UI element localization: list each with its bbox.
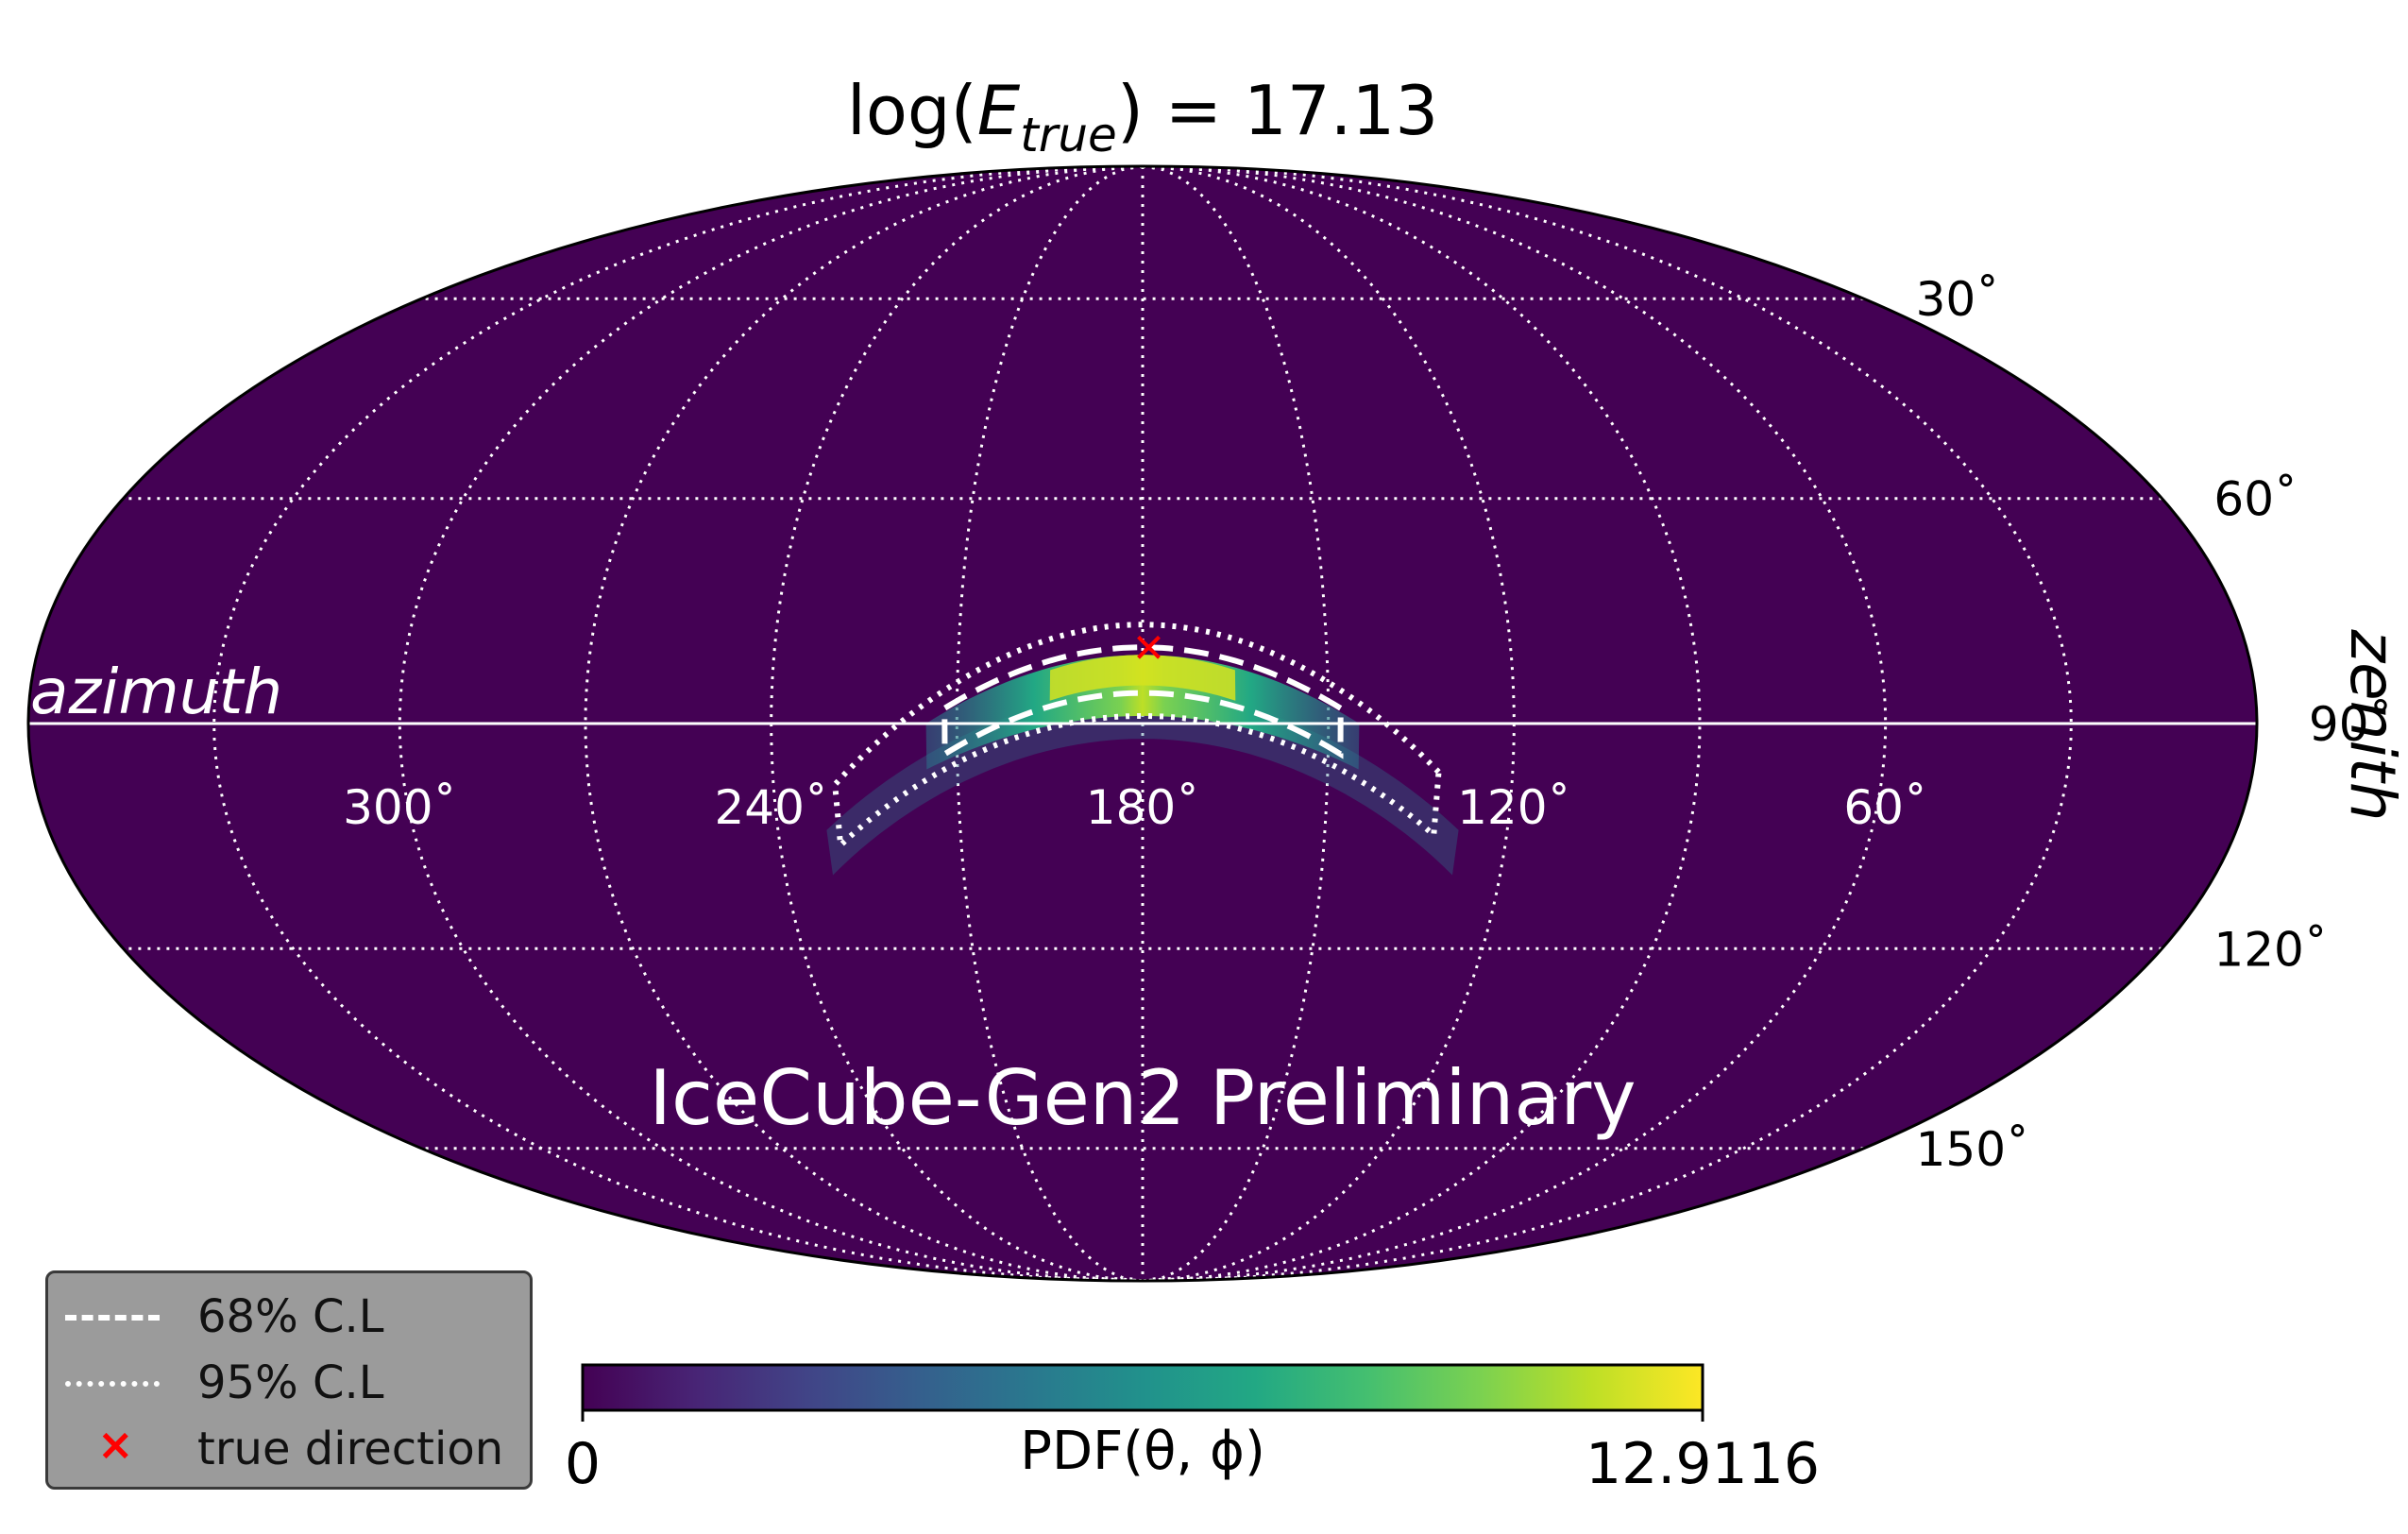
meridian-gridline	[1142, 166, 2073, 1281]
y-axis-label: zenith	[2336, 628, 2408, 821]
contour-68cl	[941, 644, 1344, 759]
meridian-gridline	[212, 166, 1144, 1281]
marker-stroke-2	[1137, 635, 1161, 659]
azimuth-tick-label: 300˚	[343, 780, 456, 835]
x-axis-label: azimuth	[30, 656, 282, 728]
chart-title: log(Etrue) = 17.13	[847, 71, 1438, 162]
azimuth-tick-label: 120˚	[1457, 780, 1570, 835]
meridian-gridline	[770, 166, 1144, 1281]
legend-entry-68: 68% C.L	[48, 1283, 530, 1349]
pdf-band-inner	[925, 655, 1360, 770]
zenith-tick-label: 90˚	[2309, 697, 2393, 752]
zenith-tick-label: 60˚	[2213, 472, 2298, 527]
colorbar	[581, 1363, 1704, 1412]
pdf-heatmap	[826, 655, 1459, 876]
confidence-contours	[832, 622, 1442, 852]
dotted-line-swatch	[65, 1381, 160, 1387]
zenith-tick-labels: 30˚ 60˚ 90˚ 120˚ 150˚	[1916, 272, 2393, 1177]
legend-entry-true-direction: × true direction	[48, 1415, 530, 1481]
azimuth-tick-label: 240˚	[714, 780, 827, 835]
legend-label-68: 68% C.L	[197, 1290, 384, 1343]
azimuth-tick-labels: 300˚ 240˚ 180˚ 120˚ 60˚	[343, 780, 1927, 835]
azimuth-tick-label: 180˚	[1086, 780, 1199, 835]
legend-label-95: 95% C.L	[197, 1356, 384, 1409]
sky-outline	[26, 164, 2259, 1283]
legend: 68% C.L 95% C.L × true direction	[45, 1270, 533, 1490]
colorbar-label: PDF(θ, ϕ)	[1020, 1421, 1265, 1482]
x-marker-icon: ×	[97, 1419, 134, 1470]
azimuth-tick-label: 60˚	[1843, 780, 1927, 835]
colorbar-min-label: 0	[565, 1431, 601, 1497]
colorbar-max-label: 12.9116	[1586, 1431, 1820, 1497]
legend-entry-95: 95% C.L	[48, 1349, 530, 1415]
dashed-line-swatch	[65, 1315, 160, 1321]
zenith-tick-label: 30˚	[1916, 272, 2000, 327]
zenith-tick-label: 150˚	[1916, 1122, 2029, 1177]
meridian-gridline	[1142, 166, 1516, 1281]
legend-label-true-direction: true direction	[197, 1423, 504, 1475]
true-direction-marker	[1137, 635, 1161, 659]
zenith-tick-label: 120˚	[2213, 922, 2327, 977]
pdf-band-peak	[1049, 655, 1236, 701]
watermark-text: IceCube-Gen2 Preliminary	[649, 1054, 1636, 1142]
